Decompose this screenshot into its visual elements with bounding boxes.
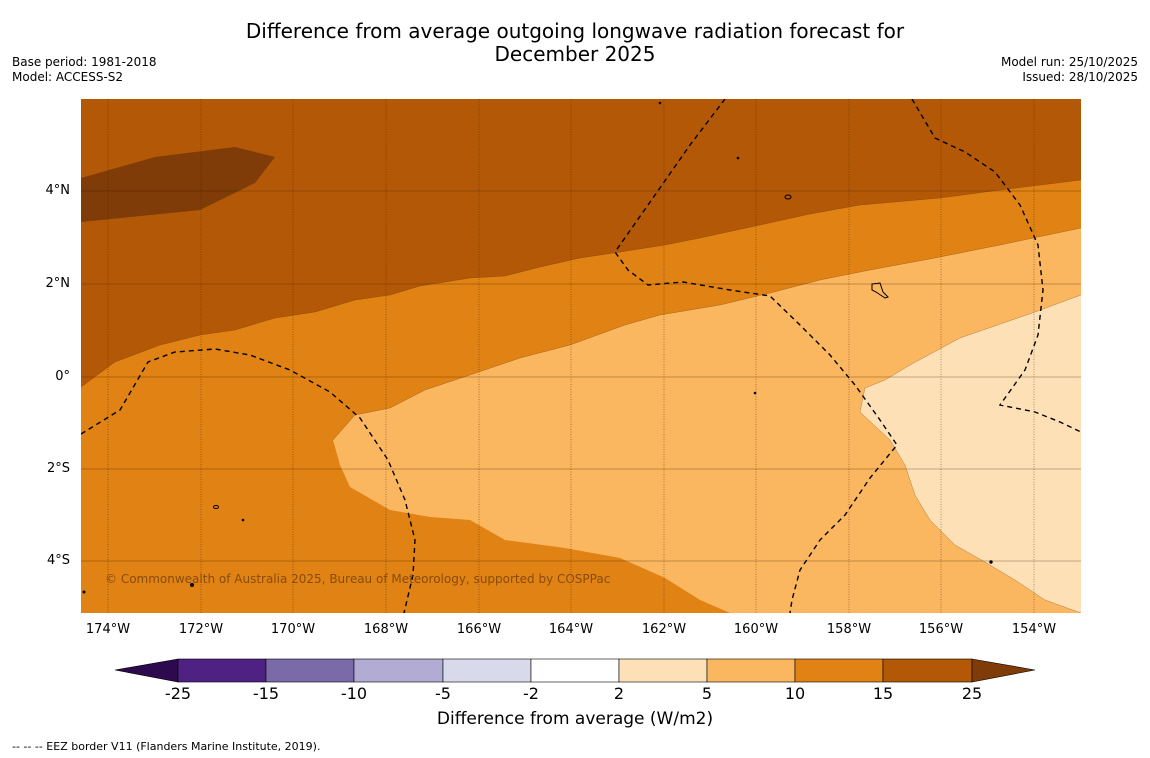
y-tick-label: 4°S <box>46 553 70 568</box>
colorbar-bin-6 <box>618 658 708 683</box>
region-2-5 <box>860 295 1081 613</box>
colorbar-bin-2 <box>265 658 355 683</box>
x-tick-label: 158°W <box>826 622 872 637</box>
colorbar-tick: -2 <box>523 684 539 703</box>
island-dot-2 <box>736 156 740 160</box>
island-west-1 <box>213 505 219 509</box>
colorbar-extend-high <box>971 658 1036 683</box>
region-boundaries <box>81 179 1081 613</box>
x-tick-label: 160°W <box>733 622 779 637</box>
colorbar-bin-3 <box>353 658 444 683</box>
island-dot-1 <box>241 518 245 522</box>
colorbar-bin-8 <box>794 658 884 683</box>
contour-fields <box>81 99 1081 613</box>
island-dot-6 <box>190 583 194 587</box>
region-25-plus <box>81 147 275 222</box>
base-period: Base period: 1981-2018 <box>12 55 157 69</box>
colorbar-tick: -10 <box>340 684 368 703</box>
x-tick-label: 162°W <box>641 622 687 637</box>
colorbar-tick: 25 <box>961 684 983 703</box>
x-tick-label: 170°W <box>270 622 316 637</box>
gridlines <box>107 99 1035 613</box>
colorbar-bin-7 <box>706 658 796 683</box>
colorbar-tick: 15 <box>872 684 894 703</box>
islands <box>82 101 993 594</box>
island-dot-4 <box>753 391 757 395</box>
colorbar-bin-4 <box>442 658 532 683</box>
island-kiritimati <box>871 282 889 299</box>
region-5-10 <box>333 228 1081 613</box>
colorbar <box>114 658 1036 683</box>
model-run: Model run: 25/10/2025 <box>1000 55 1138 69</box>
eez-footnote: -- -- -- EEZ border V11 (Flanders Marine… <box>12 740 321 753</box>
island-dot-7 <box>82 590 86 594</box>
latitude-lines <box>81 190 1081 562</box>
y-tick-label: 2°S <box>46 461 70 476</box>
x-tick-label: 172°W <box>178 622 224 637</box>
colorbar-bin-5 <box>530 658 620 683</box>
x-tick-label: 154°W <box>1011 622 1057 637</box>
colorbar-tick: 10 <box>784 684 806 703</box>
colorbar-tick: -15 <box>252 684 280 703</box>
island-dot-5 <box>989 560 993 564</box>
colorbar-label: Difference from average (W/m2) <box>436 709 714 729</box>
chart-title-line1: Difference from average outgoing longwav… <box>245 19 905 43</box>
x-tick-label: 166°W <box>456 622 502 637</box>
colorbar-tick: 2 <box>613 684 625 703</box>
colorbar-extend-low <box>114 658 179 683</box>
issued-date: Issued: 28/10/2025 <box>1022 70 1138 84</box>
island-dot-3 <box>658 101 662 105</box>
model-name: Model: ACCESS-S2 <box>12 70 124 84</box>
x-tick-label: 164°W <box>548 622 594 637</box>
colorbar-tick: -25 <box>164 684 192 703</box>
chart-title-line2: December 2025 <box>494 42 656 66</box>
y-tick-label: 4°N <box>45 183 71 198</box>
colorbar-bin-1 <box>177 658 267 683</box>
y-tick-label: 0° <box>55 369 70 384</box>
colorbar-tick: 5 <box>701 684 713 703</box>
x-tick-label: 174°W <box>85 622 131 637</box>
copyright-notice: © Commonwealth of Australia 2025, Bureau… <box>105 572 611 586</box>
x-tick-label: 156°W <box>918 622 964 637</box>
colorbar-tick: -5 <box>435 684 451 703</box>
y-tick-label: 2°N <box>45 276 71 291</box>
colorbar-bin-9 <box>882 658 973 683</box>
x-tick-label: 168°W <box>363 622 409 637</box>
eez-borders <box>81 99 1081 613</box>
island-north <box>784 194 792 200</box>
